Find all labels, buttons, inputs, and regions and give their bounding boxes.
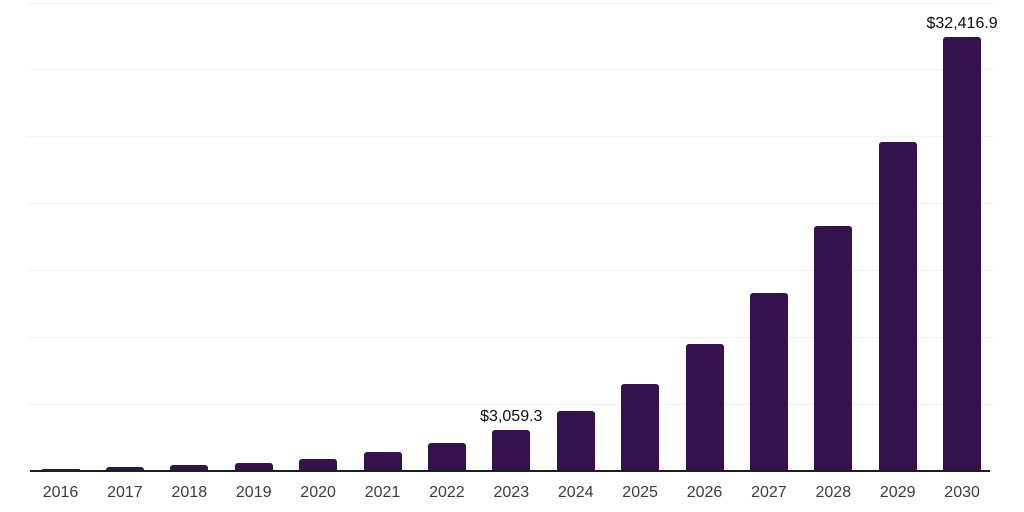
x-tick-label-2026: 2026 — [686, 484, 723, 501]
gridline — [28, 336, 994, 338]
x-tick-label-2025: 2025 — [622, 484, 658, 501]
x-tick-label-2024: 2024 — [557, 484, 594, 501]
x-tick-label-2016: 2016 — [42, 484, 79, 501]
gridline — [28, 2, 994, 4]
bar-2022 — [427, 443, 466, 471]
x-tick-label-2019: 2019 — [235, 484, 272, 501]
bar-2017 — [105, 467, 144, 471]
bar-2018 — [170, 464, 209, 471]
data-label-2023: $3,059.3 — [480, 407, 543, 425]
x-tick-label-2021: 2021 — [364, 484, 401, 501]
bar-2019 — [234, 463, 273, 471]
x-tick-label-2017: 2017 — [107, 484, 143, 501]
data-label-2030: $32,416.9 — [926, 15, 998, 33]
bar-2025 — [621, 383, 660, 471]
gridline — [28, 403, 994, 405]
gridline — [28, 69, 994, 71]
bar-2024 — [556, 410, 595, 471]
bar-2029 — [878, 142, 917, 471]
x-tick-label-2022: 2022 — [429, 484, 465, 501]
bar-2027 — [749, 292, 788, 471]
x-tick-label-2028: 2028 — [815, 484, 852, 501]
bar-2030 — [943, 37, 982, 471]
x-axis-line — [30, 470, 990, 472]
bar-2021 — [363, 452, 402, 471]
x-tick-label-2018: 2018 — [171, 484, 208, 501]
x-tick-label-2020: 2020 — [300, 484, 336, 501]
bar-2016 — [41, 468, 80, 471]
gridline — [28, 203, 994, 205]
x-tick-label-2029: 2029 — [879, 484, 916, 501]
x-tick-label-2027: 2027 — [751, 484, 787, 501]
bar-2028 — [814, 225, 853, 471]
gridline — [28, 136, 994, 138]
bar-2023 — [492, 429, 531, 471]
gridline — [28, 269, 994, 271]
bar-2026 — [685, 344, 724, 471]
bar-2020 — [299, 459, 338, 471]
x-tick-label-2030: 2030 — [944, 484, 980, 501]
x-tick-label-2023: 2023 — [493, 484, 530, 501]
